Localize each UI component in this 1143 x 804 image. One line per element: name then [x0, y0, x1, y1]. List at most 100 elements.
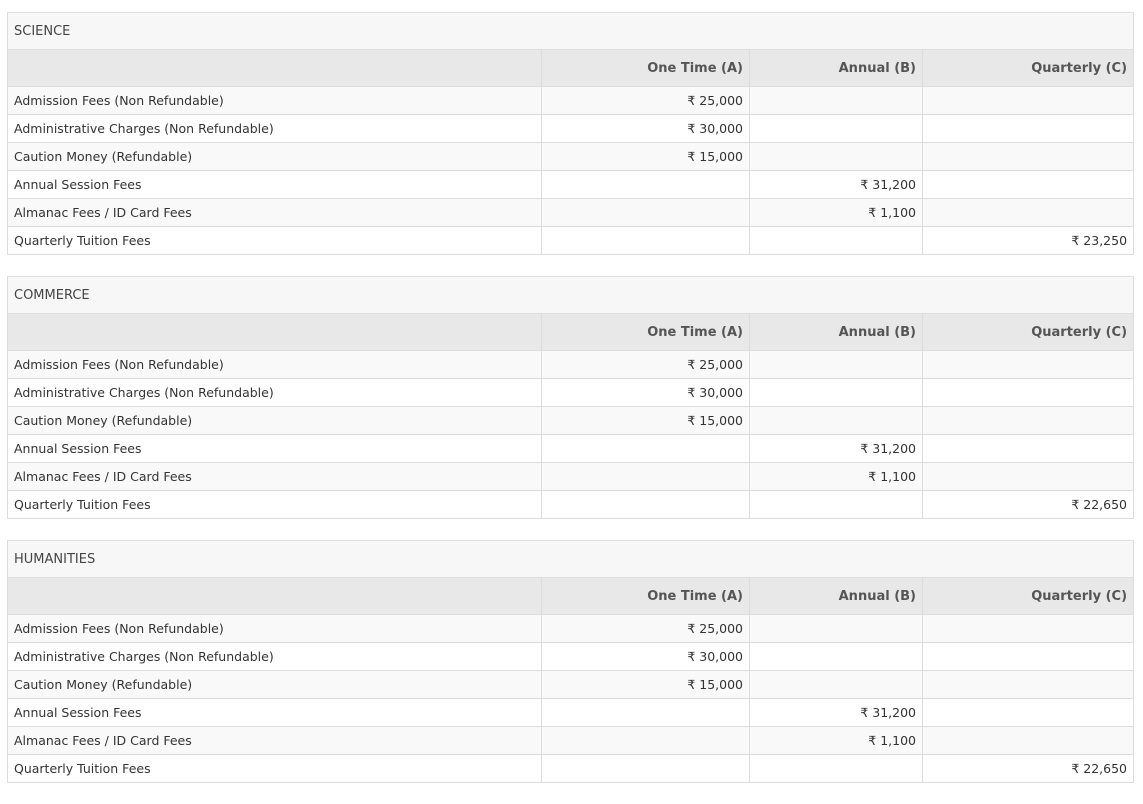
fee-amount-annual: ₹ 1,100	[749, 462, 923, 491]
fee-amount-quarterly	[921, 698, 1135, 727]
fee-amount-one-time: ₹ 25,000	[541, 350, 750, 379]
fee-amount-quarterly: ₹ 23,250	[921, 226, 1135, 255]
fee-amount-one-time: ₹ 15,000	[541, 670, 750, 699]
fee-label: Annual Session Fees	[7, 170, 542, 199]
fee-amount-annual	[749, 142, 923, 171]
fee-amount-one-time	[541, 198, 750, 227]
fee-amount-quarterly: ₹ 22,650	[921, 754, 1135, 783]
table-row: Administrative Charges (Non Refundable) ₹…	[7, 114, 1135, 143]
table-row: Admission Fees (Non Refundable) ₹ 25,000	[7, 614, 1135, 643]
table-row: Administrative Charges (Non Refundable) ₹…	[7, 378, 1135, 407]
column-header: Quarterly (C)	[921, 313, 1135, 351]
section-title: COMMERCE	[6, 276, 1135, 314]
fee-amount-annual	[749, 642, 923, 671]
fee-amount-one-time: ₹ 30,000	[541, 378, 750, 407]
fee-amount-quarterly	[921, 462, 1135, 491]
fee-table-commerce: COMMERCE One Time (A) Annual (B) Quarterly …	[6, 276, 1135, 519]
fee-amount-annual	[749, 754, 923, 783]
fee-amount-annual: ₹ 1,100	[749, 198, 923, 227]
section-title: SCIENCE	[6, 12, 1135, 50]
fee-label: Administrative Charges (Non Refundable)	[7, 114, 542, 143]
fee-amount-one-time: ₹ 30,000	[541, 114, 750, 143]
fee-label: Caution Money (Refundable)	[7, 406, 542, 435]
fee-amount-one-time	[541, 698, 750, 727]
fee-amount-quarterly	[921, 142, 1135, 171]
fee-amount-quarterly	[921, 378, 1135, 407]
section-title: HUMANITIES	[6, 540, 1135, 578]
table-row: Quarterly Tuition Fees ₹ 23,250	[7, 226, 1135, 255]
table-row: Admission Fees (Non Refundable) ₹ 25,000	[7, 86, 1135, 115]
fee-amount-quarterly	[921, 406, 1135, 435]
fee-amount-one-time	[541, 754, 750, 783]
fee-amount-one-time	[541, 434, 750, 463]
table-row: Quarterly Tuition Fees ₹ 22,650	[7, 754, 1135, 783]
fee-amount-annual	[749, 406, 923, 435]
column-header: Quarterly (C)	[921, 49, 1135, 87]
table-row: Annual Session Fees ₹ 31,200	[7, 434, 1135, 463]
table-row: Quarterly Tuition Fees ₹ 22,650	[7, 490, 1135, 519]
fee-label: Admission Fees (Non Refundable)	[7, 350, 542, 379]
table-row: Caution Money (Refundable) ₹ 15,000	[7, 142, 1135, 171]
section-title-row: COMMERCE	[6, 276, 1135, 314]
fee-label: Caution Money (Refundable)	[7, 670, 542, 699]
fee-amount-annual	[749, 86, 923, 115]
fee-label: Almanac Fees / ID Card Fees	[7, 462, 542, 491]
fee-amount-one-time	[541, 490, 750, 519]
fee-label: Almanac Fees / ID Card Fees	[7, 198, 542, 227]
fee-amount-quarterly	[921, 350, 1135, 379]
fee-amount-one-time	[541, 170, 750, 199]
column-header-row: One Time (A) Annual (B) Quarterly (C)	[7, 577, 1135, 615]
table-row: Almanac Fees / ID Card Fees ₹ 1,100	[7, 726, 1135, 755]
fee-amount-annual: ₹ 31,200	[749, 434, 923, 463]
fee-amount-annual: ₹ 31,200	[749, 170, 923, 199]
table-row: Annual Session Fees ₹ 31,200	[7, 170, 1135, 199]
fee-amount-quarterly	[921, 726, 1135, 755]
column-header: Annual (B)	[749, 49, 923, 87]
table-row: Almanac Fees / ID Card Fees ₹ 1,100	[7, 462, 1135, 491]
table-row: Annual Session Fees ₹ 31,200	[7, 698, 1135, 727]
column-header	[7, 577, 542, 615]
fee-amount-quarterly	[921, 670, 1135, 699]
fee-label: Quarterly Tuition Fees	[7, 490, 542, 519]
fee-amount-annual	[749, 614, 923, 643]
column-header-row: One Time (A) Annual (B) Quarterly (C)	[7, 49, 1135, 87]
column-header-row: One Time (A) Annual (B) Quarterly (C)	[7, 313, 1135, 351]
column-header: Annual (B)	[749, 313, 923, 351]
fee-label: Annual Session Fees	[7, 434, 542, 463]
fee-amount-one-time: ₹ 15,000	[541, 142, 750, 171]
fee-amount-annual	[749, 670, 923, 699]
fee-amount-annual: ₹ 31,200	[749, 698, 923, 727]
table-row: Administrative Charges (Non Refundable) ₹…	[7, 642, 1135, 671]
section-title-row: HUMANITIES	[6, 540, 1135, 578]
fee-amount-one-time: ₹ 25,000	[541, 614, 750, 643]
fee-amount-annual	[749, 378, 923, 407]
column-header: One Time (A)	[541, 49, 750, 87]
fee-amount-quarterly: ₹ 22,650	[921, 490, 1135, 519]
fee-amount-annual	[749, 226, 923, 255]
fee-amount-quarterly	[921, 642, 1135, 671]
fee-amount-annual	[749, 490, 923, 519]
table-row: Caution Money (Refundable) ₹ 15,000	[7, 406, 1135, 435]
column-header: Quarterly (C)	[921, 577, 1135, 615]
fee-label: Administrative Charges (Non Refundable)	[7, 642, 542, 671]
column-header: One Time (A)	[541, 313, 750, 351]
fee-label: Annual Session Fees	[7, 698, 542, 727]
column-header: Annual (B)	[749, 577, 923, 615]
fee-amount-quarterly	[921, 614, 1135, 643]
fee-amount-one-time	[541, 226, 750, 255]
fee-label: Quarterly Tuition Fees	[7, 754, 542, 783]
fee-amount-quarterly	[921, 86, 1135, 115]
fee-amount-one-time	[541, 462, 750, 491]
fee-amount-quarterly	[921, 434, 1135, 463]
fee-amount-quarterly	[921, 198, 1135, 227]
fee-amount-one-time: ₹ 30,000	[541, 642, 750, 671]
fee-label: Caution Money (Refundable)	[7, 142, 542, 171]
fee-table-humanities: HUMANITIES One Time (A) Annual (B) Quarterl…	[6, 540, 1135, 783]
fee-amount-annual	[749, 350, 923, 379]
fee-label: Almanac Fees / ID Card Fees	[7, 726, 542, 755]
table-row: Admission Fees (Non Refundable) ₹ 25,000	[7, 350, 1135, 379]
fee-amount-one-time: ₹ 15,000	[541, 406, 750, 435]
fee-amount-one-time: ₹ 25,000	[541, 86, 750, 115]
fee-label: Administrative Charges (Non Refundable)	[7, 378, 542, 407]
fee-amount-quarterly	[921, 114, 1135, 143]
